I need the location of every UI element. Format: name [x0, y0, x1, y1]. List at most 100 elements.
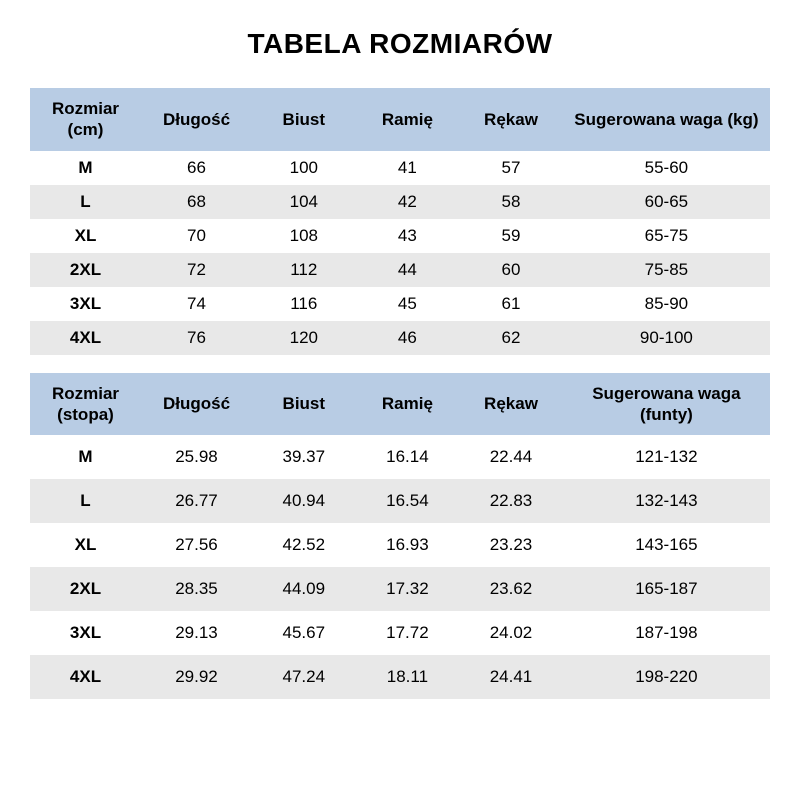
cell-size: 4XL [30, 655, 141, 699]
table-row: 3XL 29.13 45.67 17.72 24.02 187-198 [30, 611, 770, 655]
cell-weight: 90-100 [563, 321, 770, 355]
page-title: TABELA ROZMIARÓW [30, 28, 770, 60]
table-header-row: Rozmiar (cm) Długość Biust Ramię Rękaw S… [30, 88, 770, 151]
cell-sleeve: 57 [459, 151, 563, 185]
col-header-sleeve: Rękaw [459, 88, 563, 151]
table-row: XL 70 108 43 59 65-75 [30, 219, 770, 253]
cell-shoulder: 16.93 [356, 523, 460, 567]
table-row: M 25.98 39.37 16.14 22.44 121-132 [30, 435, 770, 479]
cell-weight: 187-198 [563, 611, 770, 655]
cell-size: M [30, 151, 141, 185]
col-header-weight: Sugerowana waga (kg) [563, 88, 770, 151]
cell-length: 29.13 [141, 611, 252, 655]
table-row: XL 27.56 42.52 16.93 23.23 143-165 [30, 523, 770, 567]
cell-size: M [30, 435, 141, 479]
cell-shoulder: 17.32 [356, 567, 460, 611]
cell-sleeve: 23.23 [459, 523, 563, 567]
cell-sleeve: 22.83 [459, 479, 563, 523]
cell-length: 76 [141, 321, 252, 355]
cell-bust: 100 [252, 151, 356, 185]
cell-weight: 121-132 [563, 435, 770, 479]
cell-size: XL [30, 219, 141, 253]
cell-weight: 75-85 [563, 253, 770, 287]
cell-length: 70 [141, 219, 252, 253]
cell-weight: 143-165 [563, 523, 770, 567]
cell-shoulder: 44 [356, 253, 460, 287]
cell-shoulder: 46 [356, 321, 460, 355]
cell-sleeve: 24.02 [459, 611, 563, 655]
col-header-shoulder: Ramię [356, 88, 460, 151]
cell-length: 72 [141, 253, 252, 287]
cell-shoulder: 43 [356, 219, 460, 253]
cell-bust: 44.09 [252, 567, 356, 611]
col-header-weight: Sugerowana waga (funty) [563, 373, 770, 436]
cell-shoulder: 16.54 [356, 479, 460, 523]
cell-weight: 165-187 [563, 567, 770, 611]
cell-bust: 42.52 [252, 523, 356, 567]
table-row: L 26.77 40.94 16.54 22.83 132-143 [30, 479, 770, 523]
col-header-bust: Biust [252, 88, 356, 151]
cell-size: 2XL [30, 567, 141, 611]
cell-shoulder: 16.14 [356, 435, 460, 479]
cell-size: XL [30, 523, 141, 567]
col-header-length: Długość [141, 88, 252, 151]
cell-weight: 132-143 [563, 479, 770, 523]
col-header-size: Rozmiar (stopa) [30, 373, 141, 436]
cell-length: 25.98 [141, 435, 252, 479]
cell-bust: 39.37 [252, 435, 356, 479]
cell-bust: 112 [252, 253, 356, 287]
cell-length: 68 [141, 185, 252, 219]
cell-weight: 55-60 [563, 151, 770, 185]
table-row: M 66 100 41 57 55-60 [30, 151, 770, 185]
cell-bust: 47.24 [252, 655, 356, 699]
cell-sleeve: 62 [459, 321, 563, 355]
cell-length: 27.56 [141, 523, 252, 567]
table-row: L 68 104 42 58 60-65 [30, 185, 770, 219]
cell-size: L [30, 479, 141, 523]
cell-weight: 85-90 [563, 287, 770, 321]
col-header-bust: Biust [252, 373, 356, 436]
cell-sleeve: 58 [459, 185, 563, 219]
cell-sleeve: 59 [459, 219, 563, 253]
cell-shoulder: 17.72 [356, 611, 460, 655]
table-header-row: Rozmiar (stopa) Długość Biust Ramię Ręka… [30, 373, 770, 436]
col-header-length: Długość [141, 373, 252, 436]
page-container: TABELA ROZMIARÓW Rozmiar (cm) Długość Bi… [0, 0, 800, 699]
cell-sleeve: 60 [459, 253, 563, 287]
col-header-size: Rozmiar (cm) [30, 88, 141, 151]
size-table-ft: Rozmiar (stopa) Długość Biust Ramię Ręka… [30, 373, 770, 700]
cell-length: 74 [141, 287, 252, 321]
cell-size: 2XL [30, 253, 141, 287]
cell-weight: 198-220 [563, 655, 770, 699]
cell-length: 66 [141, 151, 252, 185]
cell-shoulder: 18.11 [356, 655, 460, 699]
cell-shoulder: 41 [356, 151, 460, 185]
size-table-cm: Rozmiar (cm) Długość Biust Ramię Rękaw S… [30, 88, 770, 355]
table-row: 4XL 76 120 46 62 90-100 [30, 321, 770, 355]
cell-bust: 108 [252, 219, 356, 253]
cell-bust: 45.67 [252, 611, 356, 655]
cell-length: 29.92 [141, 655, 252, 699]
cell-length: 28.35 [141, 567, 252, 611]
cell-sleeve: 24.41 [459, 655, 563, 699]
cell-shoulder: 45 [356, 287, 460, 321]
cell-bust: 120 [252, 321, 356, 355]
cell-size: 3XL [30, 287, 141, 321]
cell-sleeve: 23.62 [459, 567, 563, 611]
table-row: 4XL 29.92 47.24 18.11 24.41 198-220 [30, 655, 770, 699]
cell-bust: 104 [252, 185, 356, 219]
cell-size: L [30, 185, 141, 219]
table-row: 2XL 28.35 44.09 17.32 23.62 165-187 [30, 567, 770, 611]
table-row: 2XL 72 112 44 60 75-85 [30, 253, 770, 287]
table-row: 3XL 74 116 45 61 85-90 [30, 287, 770, 321]
cell-length: 26.77 [141, 479, 252, 523]
cell-size: 3XL [30, 611, 141, 655]
cell-shoulder: 42 [356, 185, 460, 219]
cell-bust: 40.94 [252, 479, 356, 523]
cell-weight: 60-65 [563, 185, 770, 219]
cell-bust: 116 [252, 287, 356, 321]
cell-sleeve: 61 [459, 287, 563, 321]
cell-sleeve: 22.44 [459, 435, 563, 479]
cell-size: 4XL [30, 321, 141, 355]
cell-weight: 65-75 [563, 219, 770, 253]
